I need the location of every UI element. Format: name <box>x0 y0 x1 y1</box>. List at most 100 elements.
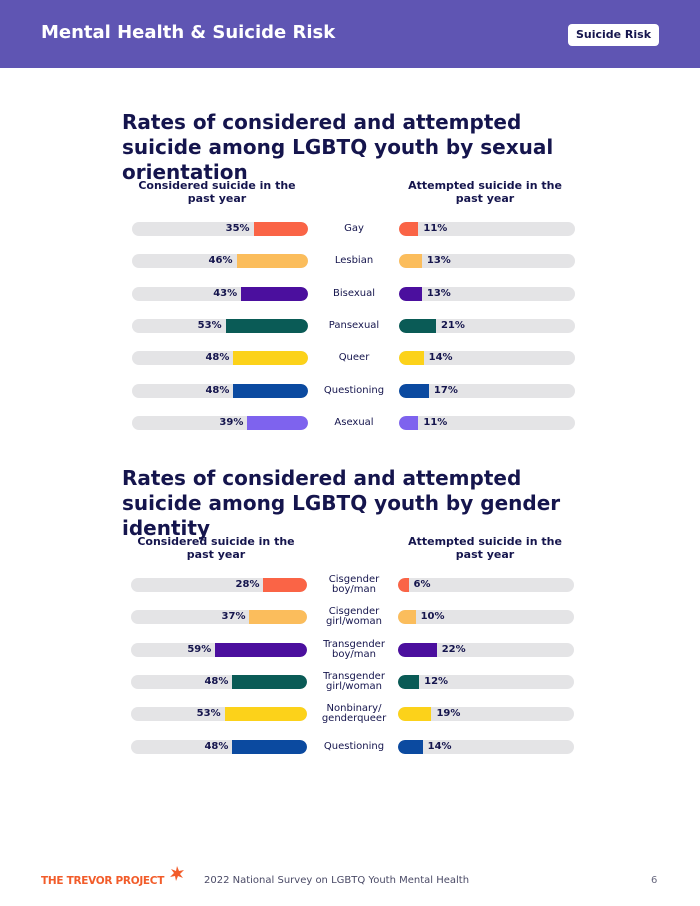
attempted-value-label: 11% <box>423 416 448 428</box>
considered-value-label: 48% <box>204 675 229 687</box>
page-header: Mental Health & Suicide Risk Suicide Ris… <box>0 0 700 68</box>
attempted-value-label: 10% <box>420 611 445 623</box>
chart-row: 39% Asexual 11% <box>0 415 700 431</box>
attempted-value-label: 12% <box>424 675 449 687</box>
considered-value-label: 39% <box>219 416 244 428</box>
considered-bar-track <box>132 351 308 366</box>
chart-title: Rates of considered and attempted suicid… <box>122 466 561 540</box>
considered-bar <box>236 254 308 269</box>
category-label: Lesbian <box>334 255 374 267</box>
considered-bar <box>247 415 308 430</box>
chart-row: 53% Pansexual 21% <box>0 318 700 334</box>
attempted-bar <box>399 254 422 269</box>
considered-value-label: 59% <box>187 643 212 655</box>
page-number: 6 <box>651 875 658 886</box>
chart-row: 28% Cisgender boy/man 6% <box>0 575 700 595</box>
category-label: Transgender girl/woman <box>323 670 385 692</box>
attempted-bar-track <box>399 222 575 236</box>
chart-row: 35% Gay 11% <box>0 221 700 237</box>
attempted-bar <box>398 578 409 592</box>
attempted-bar-track <box>399 318 575 333</box>
attempted-bar <box>399 383 429 398</box>
attempted-value-label: 19% <box>436 708 461 720</box>
attempted-bar <box>399 286 422 301</box>
considered-value-label: 53% <box>196 708 221 720</box>
considered-bar-track <box>132 222 308 236</box>
attempted-bar-track <box>398 674 574 689</box>
logo-text: THE TREVOR PROJECT <box>41 875 165 887</box>
considered-bar <box>241 286 308 301</box>
considered-bar-track <box>132 286 308 301</box>
considered-bar <box>215 642 307 657</box>
attempted-value-label: 6% <box>413 579 431 590</box>
considered-column-heading: Considered suicide in the past year <box>138 179 296 205</box>
considered-value-label: 28% <box>235 579 260 590</box>
attempted-bar-track <box>398 578 574 592</box>
considered-value-label: 48% <box>205 384 230 396</box>
considered-value-label: 46% <box>208 255 233 267</box>
category-label: Questioning <box>323 740 385 752</box>
category-label: Cisgender girl/woman <box>326 606 382 628</box>
considered-bar-track <box>131 578 307 592</box>
attempted-value-label: 13% <box>426 287 451 299</box>
considered-bar <box>232 739 307 754</box>
chart-row: 46% Lesbian 13% <box>0 253 700 269</box>
attempted-value-label: 11% <box>423 223 448 234</box>
chart-row: 48% Transgender girl/woman 12% <box>0 670 700 692</box>
considered-column-heading: Considered suicide in the past year <box>137 535 295 561</box>
considered-value-label: 43% <box>213 287 238 299</box>
attempted-bar-track <box>399 286 575 301</box>
category-label: Bisexual <box>333 287 375 299</box>
attempted-bar-track <box>399 415 575 430</box>
attempted-bar-track <box>399 254 575 269</box>
considered-bar-track <box>132 318 308 333</box>
attempted-bar-track <box>398 707 574 722</box>
considered-bar-track <box>131 642 307 657</box>
page-title: Mental Health & Suicide Risk <box>41 22 336 43</box>
category-label: Nonbinary/ genderqueer <box>321 703 387 725</box>
considered-value-label: 35% <box>225 223 250 234</box>
considered-bar-track <box>132 383 308 398</box>
attempted-bar <box>398 642 437 657</box>
attempted-column-heading: Attempted suicide in the past year <box>408 535 562 561</box>
chart-row: 53% Nonbinary/ genderqueer 19% <box>0 703 700 725</box>
category-label: Asexual <box>334 416 374 428</box>
considered-value-label: 48% <box>204 740 229 752</box>
attempted-bar <box>399 318 436 333</box>
attempted-value-label: 14% <box>427 740 452 752</box>
chart-row: 37% Cisgender girl/woman 10% <box>0 606 700 628</box>
attempted-bar <box>398 610 416 625</box>
attempted-value-label: 13% <box>426 255 451 267</box>
category-label: Queer <box>338 352 370 364</box>
attempted-bar-track <box>399 351 575 366</box>
considered-bar <box>224 707 307 722</box>
category-label: Questioning <box>323 384 385 396</box>
trevor-project-logo: THE TREVOR PROJECT <box>41 862 186 888</box>
attempted-bar <box>399 351 424 366</box>
considered-bar <box>263 578 307 592</box>
attempted-bar-track <box>398 739 574 754</box>
considered-bar <box>253 222 308 236</box>
attempted-bar-track <box>399 383 575 398</box>
considered-bar <box>233 351 308 366</box>
considered-value-label: 48% <box>205 352 230 364</box>
attempted-bar <box>398 674 420 689</box>
considered-bar-track <box>131 707 307 722</box>
logo-mark: THE TREVOR PROJECT <box>41 866 184 887</box>
attempted-value-label: 14% <box>428 352 453 364</box>
attempted-bar-track <box>398 610 574 625</box>
star-icon <box>170 866 184 881</box>
attempted-bar <box>399 415 419 430</box>
section-tag: Suicide Risk <box>568 24 659 46</box>
chart-row: 48% Queer 14% <box>0 350 700 366</box>
considered-bar-track <box>131 739 307 754</box>
considered-bar-track <box>131 610 307 625</box>
considered-bar-track <box>131 674 307 689</box>
chart-row: 43% Bisexual 13% <box>0 286 700 302</box>
considered-bar <box>232 674 307 689</box>
considered-bar <box>233 383 308 398</box>
survey-name: 2022 National Survey on LGBTQ Youth Ment… <box>204 875 470 886</box>
considered-value-label: 53% <box>197 319 222 331</box>
category-label: Gay <box>344 223 364 234</box>
category-label: Transgender boy/man <box>323 638 385 660</box>
